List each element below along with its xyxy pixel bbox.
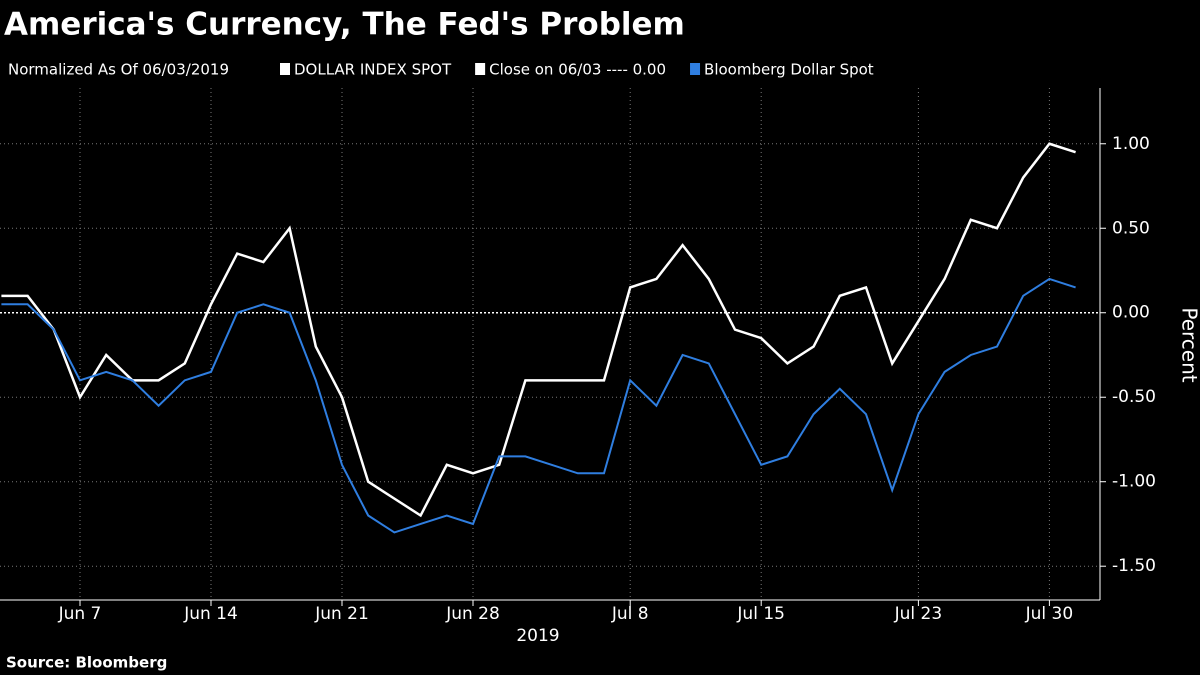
y-tick-label: 1.00 — [1112, 134, 1150, 154]
y-tick-label: -1.00 — [1112, 472, 1156, 492]
chart-title: America's Currency, The Fed's Problem — [4, 7, 685, 43]
x-tick-label: Jul 30 — [1025, 604, 1074, 624]
legend-label: DOLLAR INDEX SPOT — [294, 61, 452, 79]
y-axis-label: Percent — [1178, 307, 1200, 382]
x-tick-label: Jul 23 — [894, 604, 943, 624]
y-tick-label: -1.50 — [1112, 556, 1156, 576]
y-tick-label: 0.50 — [1112, 218, 1150, 238]
y-tick-label: -0.50 — [1112, 387, 1156, 407]
legend-swatch — [280, 63, 290, 75]
x-tick-label: Jul 15 — [736, 604, 785, 624]
series-line — [1, 142, 1076, 518]
legend: DOLLAR INDEX SPOT Close on 06/03 ---- 0.0… — [280, 61, 874, 79]
x-tick-label: Jun 7 — [58, 604, 102, 624]
source: Source: Bloomberg — [6, 654, 167, 672]
x-tick-label: Jul 8 — [611, 604, 649, 624]
x-tick-label: Jun 21 — [314, 604, 369, 624]
x-tick-label: Jun 14 — [183, 604, 238, 624]
legend-swatch — [690, 63, 701, 75]
x-tick-label: Jun 28 — [445, 604, 500, 624]
x-axis-label: 2019 — [516, 626, 559, 646]
legend-label: Close on 06/03 ---- 0.00 — [489, 61, 666, 79]
legend-label: Bloomberg Dollar Spot — [704, 61, 874, 79]
chart-subtitle: Normalized As Of 06/03/2019 — [8, 61, 229, 79]
legend-swatch — [475, 63, 486, 75]
series-line — [1, 277, 1076, 534]
y-tick-label: 0.00 — [1112, 303, 1150, 323]
